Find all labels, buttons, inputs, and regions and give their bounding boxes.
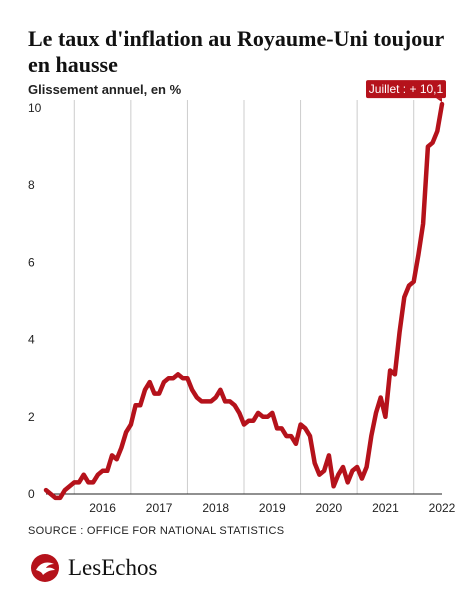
callout-pointer: [436, 98, 442, 103]
brand[interactable]: LesEchos: [28, 553, 157, 583]
x-tick-label: 2016: [89, 501, 116, 515]
chart-title: Le taux d'inflation au Royaume-Uni toujo…: [28, 26, 444, 77]
inflation-series-line: [43, 101, 445, 501]
y-tick-label: 4: [28, 333, 35, 347]
y-axis-labels: 0 2 4 6 8 10: [28, 101, 42, 501]
source-note: SOURCE : OFFICE FOR NATIONAL STATISTICS: [28, 525, 285, 537]
chart-subtitle: Glissement annuel, en %: [28, 82, 182, 97]
x-tick-label: 2022: [429, 501, 456, 515]
y-tick-label: 10: [28, 101, 42, 115]
y-tick-label: 0: [28, 487, 35, 501]
x-tick-label: 2018: [202, 501, 229, 515]
inflation-line-chart: 0 2 4 6 8 10 2016 2017 2018 2019 2020 2021 2022 Jui…: [28, 80, 456, 515]
x-tick-label: 2017: [146, 501, 173, 515]
callout-box: [366, 80, 446, 99]
x-tick-label: 2020: [316, 501, 343, 515]
callout-group: Juillet : + 10,1: [366, 80, 446, 103]
les-echos-logo-icon: [31, 554, 59, 582]
x-axis: 2016 2017 2018 2019 2020 2021 2022: [46, 493, 456, 515]
brand-name: LesEchos: [68, 555, 158, 580]
series-group: [43, 101, 445, 501]
x-tick-label: 2019: [259, 501, 286, 515]
y-tick-label: 6: [28, 255, 35, 269]
callout-label: Juillet : + 10,1: [369, 82, 444, 96]
y-tick-label: 2: [28, 410, 35, 424]
x-tick-label: 2021: [372, 501, 399, 515]
y-tick-label: 8: [28, 178, 35, 192]
